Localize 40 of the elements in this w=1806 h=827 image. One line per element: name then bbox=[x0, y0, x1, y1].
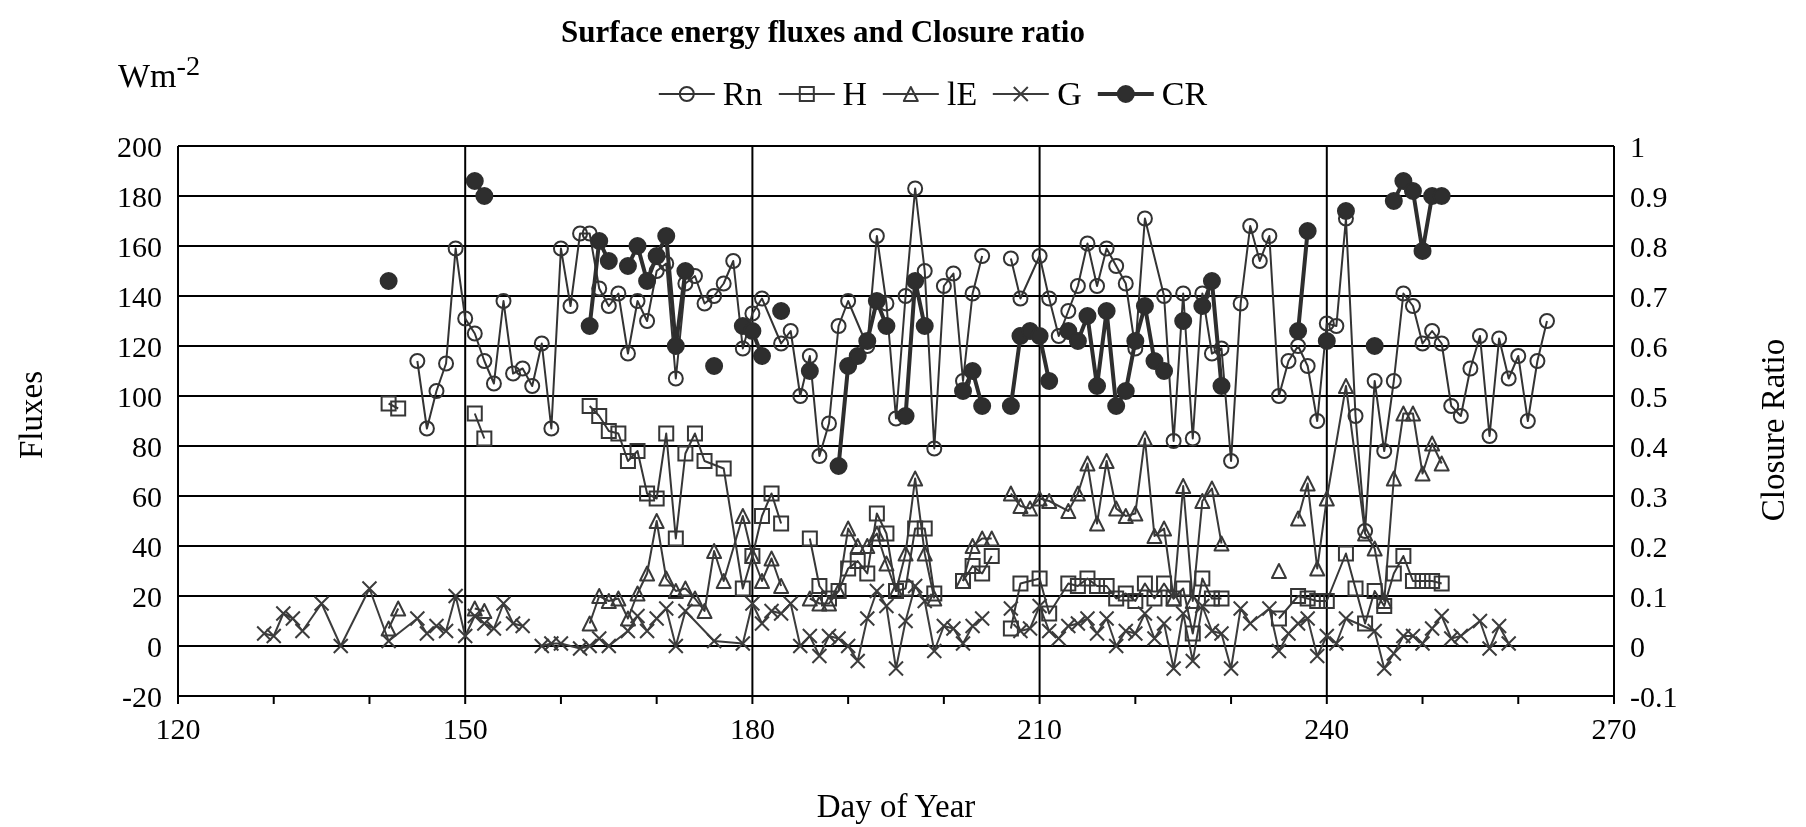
y2-tick-label: -0.1 bbox=[1630, 679, 1678, 713]
y2-tick-label: 0.2 bbox=[1630, 529, 1668, 563]
x-tick-label: 150 bbox=[442, 712, 488, 746]
y-tick-label: 40 bbox=[132, 529, 162, 563]
legend-label: G bbox=[1057, 75, 1082, 113]
y2-tick-label: 0.8 bbox=[1630, 229, 1668, 263]
legend-label: Rn bbox=[722, 75, 763, 113]
x-tick-label: 210 bbox=[1017, 712, 1063, 746]
y-tick-label: 120 bbox=[117, 329, 162, 363]
y-tick-label: 200 bbox=[117, 129, 162, 163]
legend-label: lE bbox=[947, 75, 978, 113]
y2-tick-label: 0.7 bbox=[1630, 279, 1668, 313]
x-axis-title: Day of Year bbox=[816, 787, 976, 825]
text: Wm$^{-2}$ bbox=[118, 50, 201, 96]
legend-label: CR bbox=[1161, 75, 1208, 113]
y-tick-label: 0 bbox=[147, 629, 162, 663]
y-tick-label: 20 bbox=[132, 579, 162, 613]
x-tick-label: 240 bbox=[1304, 712, 1350, 746]
y2-tick-label: 0.1 bbox=[1630, 579, 1668, 613]
y-tick-label: 180 bbox=[117, 179, 162, 213]
y2-tick-label: 0.9 bbox=[1630, 179, 1668, 213]
y-tick-label: 80 bbox=[132, 429, 162, 463]
y-axis-title: Fluxes bbox=[12, 370, 50, 460]
y2-tick-label: 0 bbox=[1630, 629, 1645, 663]
x-tick-label: 120 bbox=[155, 712, 201, 746]
y-tick-label: -20 bbox=[122, 679, 162, 713]
y-tick-label: 100 bbox=[117, 379, 162, 413]
y2-tick-label: 0.4 bbox=[1630, 429, 1668, 463]
x-tick-label: 270 bbox=[1591, 712, 1637, 746]
y-tick-label: 160 bbox=[117, 229, 162, 263]
y2-tick-label: 0.5 bbox=[1630, 379, 1668, 413]
y-tick-label: 60 bbox=[132, 479, 162, 513]
y2-tick-label: 0.3 bbox=[1630, 479, 1668, 513]
y-tick-label: 140 bbox=[117, 279, 162, 313]
legend-label: H bbox=[842, 75, 868, 113]
y2-tick-label: 1 bbox=[1630, 129, 1645, 163]
chart-title: Surface energy fluxes and Closure ratio bbox=[561, 14, 1085, 50]
x-tick-label: 180 bbox=[729, 712, 775, 746]
y2-axis-title: Closure Ratio bbox=[1754, 338, 1792, 522]
y2-tick-label: 0.6 bbox=[1630, 329, 1668, 363]
